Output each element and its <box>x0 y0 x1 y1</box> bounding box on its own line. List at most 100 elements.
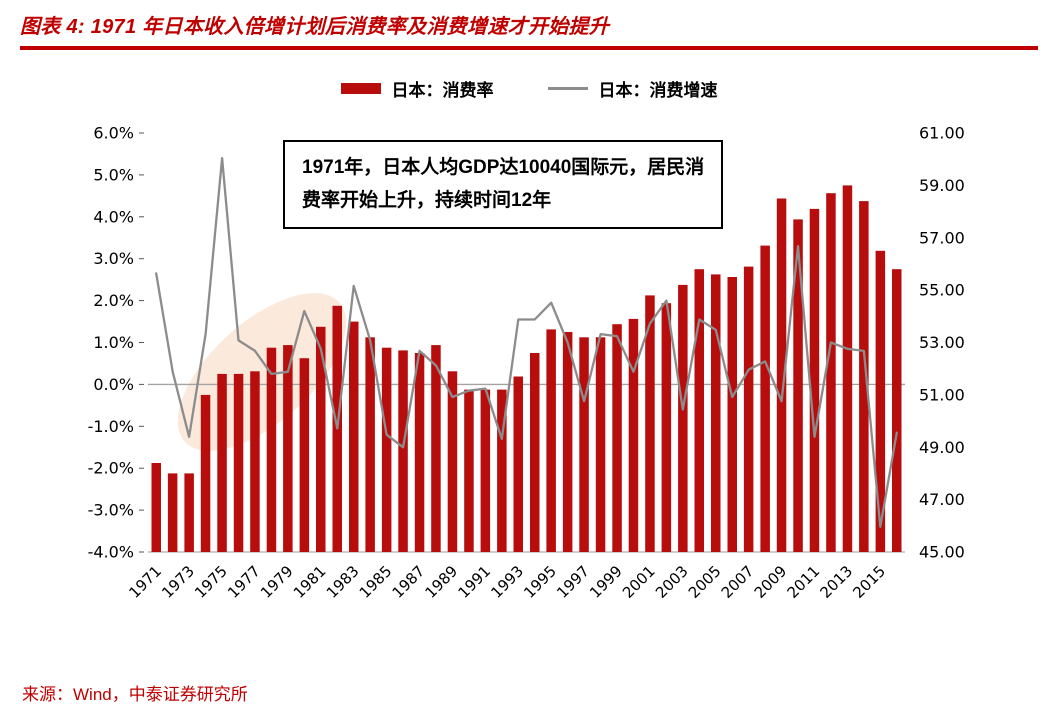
left-axis-tick-label: -1.0% <box>88 417 134 436</box>
bar-series-swatch-icon <box>340 83 381 94</box>
x-axis-tick-label: 1981 <box>290 562 330 602</box>
right-axis-tick-label: 47.00 <box>919 490 965 509</box>
left-axis-tick-label: 6.0% <box>93 124 134 143</box>
x-axis-tick-label: 1973 <box>158 562 198 602</box>
bar-1999 <box>612 324 622 552</box>
bar-1992 <box>497 389 507 552</box>
bar-2015 <box>875 250 886 553</box>
bar-1985 <box>381 347 392 552</box>
x-axis-tick-label: 1993 <box>487 562 527 602</box>
bar-1998 <box>595 337 606 552</box>
bar-1993 <box>513 376 523 552</box>
bar-1997 <box>579 337 589 552</box>
bar-2002 <box>661 303 672 552</box>
x-axis-tick-label: 1995 <box>520 562 560 602</box>
x-axis-tick-label: 1977 <box>224 562 264 602</box>
x-axis-tick-label: 2007 <box>718 562 758 602</box>
bar-1994 <box>530 353 540 552</box>
bar-1974 <box>200 394 211 552</box>
right-axis-tick-label: 57.00 <box>919 228 965 247</box>
x-axis-tick-label: 2009 <box>751 562 791 602</box>
bar-2000 <box>628 318 639 552</box>
chart-header: 图表 4: 1971 年日本收入倍增计划后消费率及消费增速才开始提升 <box>20 10 1038 50</box>
x-axis-tick-label: 2001 <box>619 562 659 602</box>
bar-2001 <box>645 295 655 552</box>
right-axis-tick-label: 49.00 <box>919 438 965 457</box>
x-axis-tick-label: 2011 <box>784 562 824 602</box>
x-axis-tick-label: 1999 <box>586 562 626 602</box>
chart-title: 图表 4: 1971 年日本收入倍增计划后消费率及消费增速才开始提升 <box>20 16 610 38</box>
bar-1995 <box>546 329 556 552</box>
bar-2010 <box>793 219 803 552</box>
right-axis-tick-label: 61.00 <box>919 124 965 143</box>
bar-2005 <box>711 274 721 552</box>
left-axis-tick-label: 1.0% <box>93 333 134 352</box>
x-axis-tick-label: 1979 <box>257 562 297 602</box>
bar-1984 <box>365 337 375 552</box>
left-axis-tick-label: 4.0% <box>93 207 134 226</box>
x-axis-tick-label: 1983 <box>323 562 363 602</box>
chart-legend: 日本：消费率 日本：消费增速 <box>0 76 1058 101</box>
bar-1976 <box>233 373 244 552</box>
line-series-label: 日本：消费增速 <box>598 81 718 100</box>
source-note: 来源：Wind，中泰证券研究所 <box>22 685 248 704</box>
bar-2006 <box>727 277 737 552</box>
bar-1977 <box>250 371 260 552</box>
x-axis-tick-label: 2003 <box>652 562 692 602</box>
line-series-swatch-icon <box>547 87 588 90</box>
x-axis-tick-label: 1989 <box>422 562 462 602</box>
bar-2008 <box>760 245 770 552</box>
x-axis-tick-label: 1997 <box>553 562 593 602</box>
bar-2011 <box>809 208 820 552</box>
bar-1972 <box>167 473 178 552</box>
x-axis-tick-label: 1975 <box>191 562 231 602</box>
line-consumption-growth <box>155 156 898 529</box>
bar-2014 <box>859 201 869 552</box>
bar-1990 <box>464 389 474 552</box>
x-axis-tick-label: 2013 <box>817 562 857 602</box>
combo-chart: 6.0% 5.0% 4.0% 3.0% 2.0% 1.0% 0.0% -1.0% -2.0% -3… <box>88 124 965 602</box>
bar-1986 <box>398 350 408 552</box>
bar-1971 <box>151 463 161 552</box>
x-axis-tick-label: 1971 <box>125 562 165 602</box>
left-axis-tick-label: 0.0% <box>93 375 134 394</box>
right-axis-tick-label: 45.00 <box>919 543 965 562</box>
legend-item-consumption-growth: 日本：消费增速 <box>547 76 718 101</box>
bar-2003 <box>678 284 688 552</box>
bar-1975 <box>217 373 227 552</box>
x-axis-tick-label: 1987 <box>389 562 429 602</box>
x-axis-tick-label: 1985 <box>356 562 396 602</box>
bar-1987 <box>414 353 425 552</box>
bar-1973 <box>184 473 194 552</box>
bar-1981 <box>316 326 326 552</box>
left-axis-tick-label: 3.0% <box>93 249 134 268</box>
left-axis-tick-label: -3.0% <box>88 501 134 520</box>
bar-1978 <box>266 347 277 552</box>
x-axis-tick-label: 2005 <box>685 562 725 602</box>
right-axis-tick-label: 59.00 <box>919 176 965 195</box>
x-axis-tick-label: 1991 <box>454 562 494 602</box>
bar-2012 <box>826 193 836 552</box>
annotation-textbox: 1971年，日本人均GDP达10040国际元，居民消 费率开始上升，持续时间12… <box>283 140 724 229</box>
bar-1996 <box>562 332 573 552</box>
right-axis-tick-label: 51.00 <box>919 385 965 404</box>
bar-2013 <box>842 185 853 552</box>
bar-1991 <box>480 389 491 552</box>
left-axis-tick-label: 2.0% <box>93 291 134 310</box>
right-axis-tick-label: 55.00 <box>919 281 965 300</box>
bar-1979 <box>283 345 293 552</box>
bar-2016 <box>892 269 902 552</box>
left-axis-tick-label: -2.0% <box>88 459 134 478</box>
bar-2004 <box>694 269 704 552</box>
bar-2009 <box>776 198 787 552</box>
bar-1988 <box>431 345 441 552</box>
x-axis-tick-label: 2015 <box>849 562 889 602</box>
bar-1980 <box>299 358 310 552</box>
bars-consumption-rate <box>151 185 902 553</box>
right-axis-tick-label: 53.00 <box>919 333 965 352</box>
bar-1989 <box>447 371 458 552</box>
left-axis-tick-label: 5.0% <box>93 165 134 184</box>
bar-2007 <box>743 266 754 552</box>
bar-series-label: 日本：消费率 <box>391 81 494 100</box>
